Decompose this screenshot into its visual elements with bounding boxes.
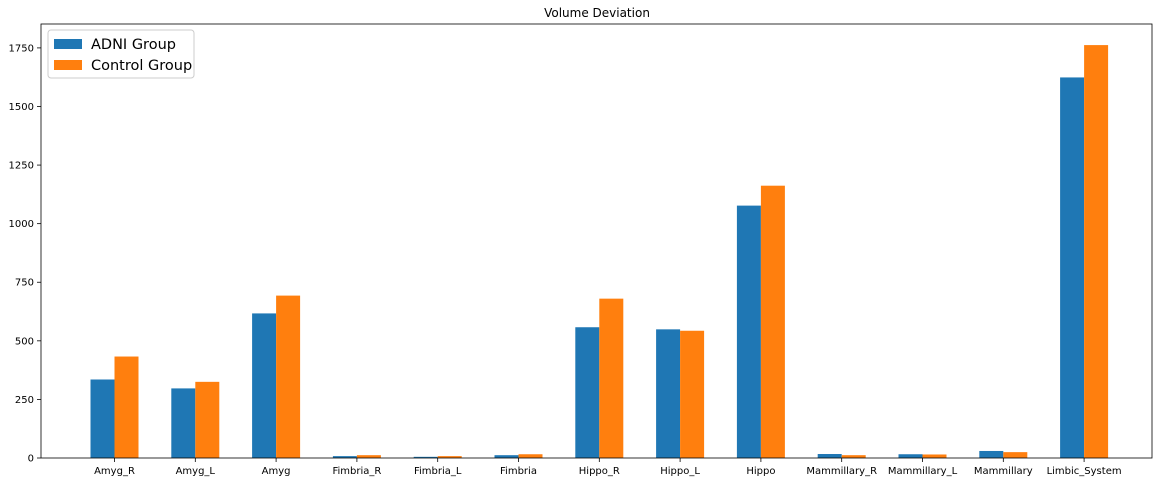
x-tick-label: Hippo_L: [660, 466, 700, 477]
x-tick-label: Amyg_R: [94, 466, 135, 477]
legend-box: [47, 29, 195, 79]
bar-adni-amyg: [252, 313, 277, 458]
bar-control-amyg_l: [195, 381, 220, 458]
bar-control-fimbria_r: [356, 455, 381, 458]
x-tick-label: Limbic_System: [1047, 466, 1122, 477]
y-tick-label: 1500: [9, 102, 34, 113]
bar-control-hippo: [760, 185, 785, 458]
legend-label-adni: ADNI Group: [91, 37, 176, 53]
bar-adni-hippo_l: [656, 329, 681, 458]
x-tick-label: Mammillary_L: [888, 466, 958, 477]
bar-adni-hippo: [736, 205, 761, 458]
bar-adni-fimbria_l: [413, 456, 438, 458]
bar-control-amyg_r: [114, 356, 139, 458]
bar-adni-hippo_r: [575, 327, 600, 458]
x-tick-label: Mammillary: [974, 466, 1033, 477]
bar-control-limbic_system: [1084, 45, 1109, 459]
bar-adni-mammillary: [979, 450, 1004, 458]
bar-adni-limbic_system: [1060, 77, 1085, 458]
x-tick-label: Mammillary_R: [806, 466, 877, 477]
x-tick-label: Fimbria: [500, 466, 537, 477]
bar-adni-amyg_r: [90, 379, 115, 458]
bar-control-amyg: [276, 295, 301, 458]
bar-control-hippo_l: [680, 330, 705, 458]
legend-swatch-adni: [54, 39, 82, 49]
y-tick-label: 250: [15, 395, 34, 406]
x-tick-label: Amyg_L: [176, 466, 216, 477]
bar-control-fimbria: [518, 454, 543, 458]
legend-label-control: Control Group: [91, 58, 192, 74]
bar-adni-amyg_l: [171, 388, 196, 458]
bar-adni-fimbria: [494, 455, 519, 458]
y-tick-label: 1750: [9, 43, 34, 54]
chart-title: Volume Deviation: [544, 6, 650, 20]
bar-adni-fimbria_r: [332, 456, 357, 458]
y-tick-label: 750: [15, 278, 34, 289]
plot-frame: [40, 23, 1153, 459]
x-tick-label: Fimbria_R: [332, 466, 381, 477]
bar-control-mammillary_l: [922, 454, 947, 458]
x-tick-label: Hippo: [746, 466, 775, 477]
bar-control-hippo_r: [599, 298, 624, 458]
y-tick-label: 500: [15, 336, 34, 347]
bar-adni-mammillary_l: [898, 454, 923, 458]
bar-control-mammillary: [1003, 452, 1028, 458]
bar-adni-mammillary_r: [817, 454, 842, 458]
bar-control-fimbria_l: [437, 456, 462, 458]
y-tick-label: 1250: [9, 161, 34, 172]
x-tick-label: Hippo_R: [579, 466, 620, 477]
y-tick-label: 1000: [9, 219, 34, 230]
legend-swatch-control: [54, 60, 82, 70]
x-tick-label: Fimbria_L: [414, 466, 462, 477]
bar-control-mammillary_r: [841, 455, 866, 458]
y-tick-label: 0: [28, 454, 34, 465]
x-tick-label: Amyg: [262, 466, 291, 477]
